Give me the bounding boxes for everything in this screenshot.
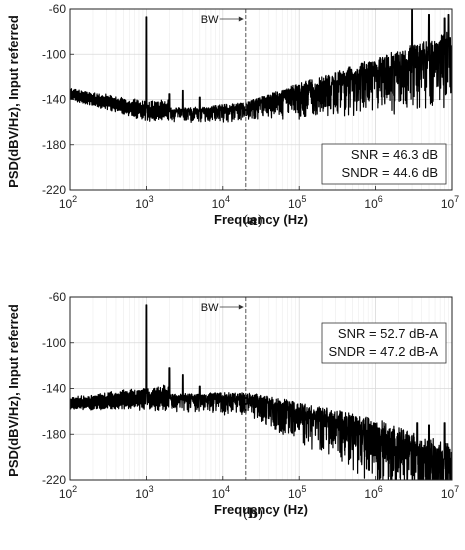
bw-arrow-head — [238, 304, 244, 310]
annotation-text: SNR = 46.3 dB — [351, 147, 438, 162]
panel-a: BW SNR = 46.3 dB SNDR = 44.6 dB -60 -100 -140… — [6, 2, 459, 229]
x-tick-label: 103 — [135, 484, 153, 501]
y-tick-label: -100 — [42, 47, 66, 61]
y-axis-title: PSD(dBV/Hz), Input referred — [6, 15, 21, 188]
psd-trace — [70, 304, 452, 480]
panel-b: BW SNR = 52.7 dB-A SNDR = 47.2 dB-A -60 -100… — [6, 290, 459, 522]
x-axis-title: Frequency (Hz) — [214, 212, 308, 227]
y-tick-label: -220 — [42, 183, 66, 197]
annotation-text: SNDR = 44.6 dB — [342, 165, 438, 180]
x-tick-label: 106 — [364, 194, 382, 211]
y-tick-label: -180 — [42, 427, 66, 441]
panel-caption: (b) — [243, 506, 264, 522]
annotation-text: SNR = 52.7 dB-A — [338, 326, 438, 341]
x-tick-label: 105 — [288, 484, 306, 501]
y-tick-label: -60 — [49, 290, 67, 304]
bw-arrow-head — [238, 16, 244, 22]
annotation-box — [321, 322, 447, 364]
y-tick-label: -180 — [42, 138, 66, 152]
psd-trace — [70, 9, 452, 123]
x-tick-label: 107 — [441, 194, 459, 211]
x-tick-label: 103 — [135, 194, 153, 211]
y-tick-label: -220 — [42, 473, 66, 487]
panel-caption: (a) — [243, 213, 263, 229]
x-tick-label: 102 — [59, 484, 77, 501]
y-tick-label: -100 — [42, 336, 66, 350]
bw-label: BW — [201, 14, 219, 26]
y-axis-title: PSD(dBV/Hz), Input referred — [6, 304, 21, 477]
x-tick-label: 102 — [59, 194, 77, 211]
y-tick-label: -140 — [42, 382, 66, 396]
x-tick-label: 104 — [212, 484, 230, 501]
x-tick-label: 106 — [364, 484, 382, 501]
annotation-box — [321, 143, 447, 185]
x-axis-title: Frequency (Hz) — [214, 502, 308, 517]
x-tick-label: 105 — [288, 194, 306, 211]
x-tick-label: 104 — [212, 194, 230, 211]
y-tick-label: -60 — [49, 2, 67, 16]
x-tick-label: 107 — [441, 484, 459, 501]
annotation-text: SNDR = 47.2 dB-A — [329, 344, 439, 359]
y-tick-label: -140 — [42, 93, 66, 107]
bw-label: BW — [201, 302, 219, 314]
